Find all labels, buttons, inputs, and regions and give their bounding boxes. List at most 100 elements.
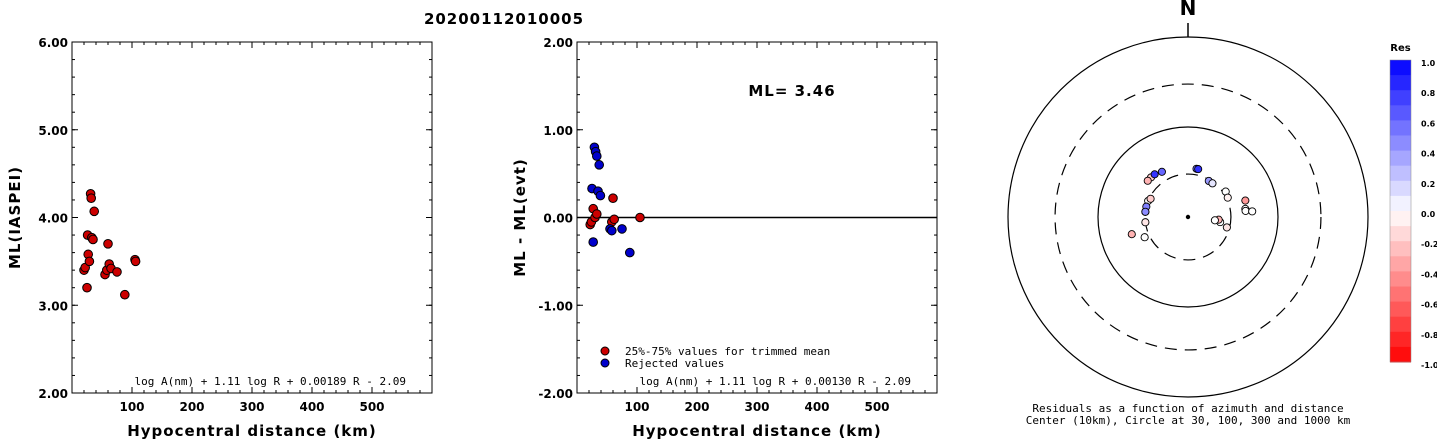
station-residual xyxy=(1143,176,1152,185)
data-point xyxy=(120,289,130,300)
plot-frame xyxy=(71,41,433,394)
legend-marker xyxy=(600,358,610,368)
data-point xyxy=(84,256,95,267)
y-tick-label: -2.00 xyxy=(538,387,573,401)
station-residual xyxy=(1210,216,1219,225)
distance-ring-300km xyxy=(1054,83,1322,351)
distance-ring-1000km xyxy=(1007,36,1369,398)
residual-vs-distance-panel: -2.00 -1.00 0.00 1.00 2.00 100 200 300 400 500 Hyp… xyxy=(511,36,938,440)
colorbar-segment xyxy=(1390,165,1411,182)
colorbar-segment xyxy=(1390,105,1411,121)
x-tick-label: 400 xyxy=(299,400,324,414)
x-axis-title: Hypocentral distance (km) xyxy=(632,422,882,440)
data-point xyxy=(617,224,627,234)
colorbar-segment xyxy=(1390,271,1411,287)
x-axis-title: Hypocentral distance (km) xyxy=(127,422,377,440)
ml-vs-distance-panel: 2.00 3.00 4.00 5.00 6.00 100 200 300 400 500 Hypoc… xyxy=(6,36,433,440)
colorbar-segment xyxy=(1390,180,1411,197)
y-tick-label: 3.00 xyxy=(38,299,68,313)
colorbar-segment xyxy=(1390,60,1411,76)
y-tick-label: 4.00 xyxy=(38,212,68,226)
legend-marker xyxy=(600,346,610,356)
distance-ring-30km xyxy=(1144,173,1232,261)
colorbar-segment xyxy=(1390,226,1411,242)
y-tick-label: 2.00 xyxy=(38,387,68,401)
station-residual xyxy=(1150,170,1159,179)
data-point xyxy=(608,193,618,203)
colorbar-tick-label: -0.6 xyxy=(1421,301,1437,310)
data-point xyxy=(130,256,141,267)
data-point xyxy=(103,239,113,249)
colorbar-segment xyxy=(1390,195,1411,212)
colorbar-tick-label: 0.6 xyxy=(1421,119,1436,128)
data-point xyxy=(86,193,96,203)
colorbar-segment xyxy=(1390,90,1411,106)
magnitude-formula: log A(nm) + 1.11 log R + 0.00189 R - 2.0… xyxy=(134,375,406,388)
colorbar-tick-label: -1.0 xyxy=(1421,361,1437,370)
colorbar-segment xyxy=(1390,241,1411,257)
station-residual xyxy=(1146,194,1155,203)
data-point xyxy=(609,214,620,225)
x-tick-label: 500 xyxy=(864,400,889,414)
colorbar-segment xyxy=(1390,331,1411,348)
station-residual xyxy=(1127,230,1136,239)
x-tick-label: 100 xyxy=(119,400,144,414)
station-residual xyxy=(1223,193,1232,202)
colorbar-segment xyxy=(1390,211,1411,227)
ml-value: ML= 3.46 xyxy=(748,82,835,100)
station-residual xyxy=(1222,223,1231,232)
station-residual xyxy=(1208,179,1217,188)
colorbar-tick-label: 0.0 xyxy=(1421,210,1436,219)
caption-line-2: Center (10km), Circle at 30, 100, 300 an… xyxy=(1026,414,1351,427)
magnitude-formula: log A(nm) + 1.11 log R + 0.00130 R - 2.0… xyxy=(639,375,911,388)
distance-ring-100km xyxy=(1097,126,1279,308)
legend-label: Rejected values xyxy=(625,357,724,370)
x-tick-label: 100 xyxy=(624,400,649,414)
y-tick-label: 6.00 xyxy=(38,36,68,50)
data-point xyxy=(607,225,617,236)
y-tick-label: 2.00 xyxy=(543,36,573,50)
data-point xyxy=(635,212,645,223)
colorbar-segment xyxy=(1390,75,1411,91)
data-point xyxy=(88,234,98,245)
y-axis-title: ML - ML(evt) xyxy=(511,158,529,276)
colorbar-segment xyxy=(1390,316,1411,333)
x-tick-label: 300 xyxy=(239,400,264,414)
data-point xyxy=(588,237,599,247)
caption-line-1: Residuals as a function of azimuth and d… xyxy=(1032,402,1343,415)
y-tick-label: 5.00 xyxy=(38,124,68,138)
colorbar-segment xyxy=(1390,150,1411,167)
y-tick-label: 0.00 xyxy=(543,212,573,226)
station-residual xyxy=(1157,167,1166,176)
data-point xyxy=(592,209,602,219)
colorbar-tick-label: 1.0 xyxy=(1421,59,1436,68)
station-residual xyxy=(1241,206,1250,215)
data-point xyxy=(594,160,605,170)
colorbar-segment xyxy=(1390,346,1411,363)
colorbar-tick-label: -0.8 xyxy=(1421,331,1437,340)
data-point xyxy=(595,190,606,201)
colorbar-tick-label: 0.8 xyxy=(1421,89,1436,98)
station-residual xyxy=(1248,207,1257,216)
data-point xyxy=(112,267,122,277)
station-residual xyxy=(1141,218,1150,227)
colorbar-title: Res xyxy=(1390,43,1410,54)
x-tick-label: 500 xyxy=(359,400,384,414)
data-point xyxy=(592,151,602,161)
x-tick-label: 400 xyxy=(804,400,829,414)
station-residual xyxy=(1141,207,1150,216)
data-point xyxy=(82,282,92,293)
x-tick-label: 200 xyxy=(179,400,204,414)
colorbar-segment xyxy=(1390,120,1411,136)
colorbar-tick-label: 0.4 xyxy=(1421,150,1436,159)
x-tick-label: 200 xyxy=(684,400,709,414)
y-tick-label: -1.00 xyxy=(538,299,573,313)
station-residual xyxy=(1194,165,1203,174)
station-residual xyxy=(1241,196,1250,205)
data-point xyxy=(89,206,99,217)
colorbar-segment xyxy=(1390,286,1411,303)
y-axis-title: ML(IASPEI) xyxy=(6,166,24,269)
north-label: N xyxy=(1180,0,1197,20)
x-tick-label: 300 xyxy=(744,400,769,414)
